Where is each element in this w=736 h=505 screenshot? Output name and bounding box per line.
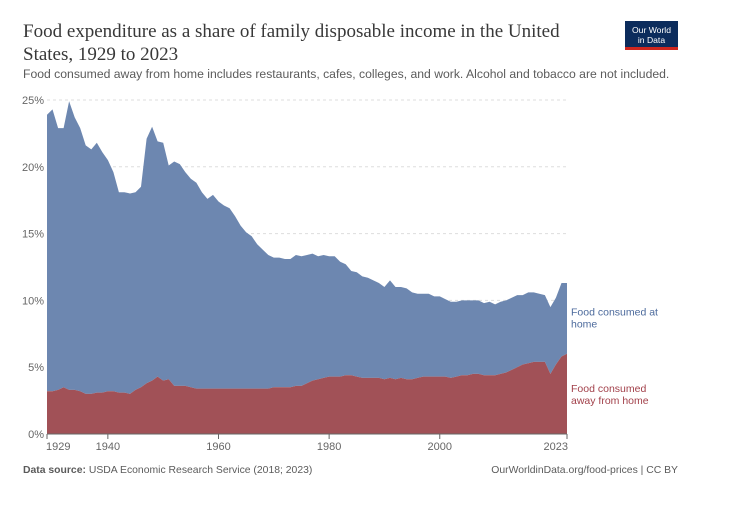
x-tick-label: 1929 <box>46 441 70 453</box>
owid-logo[interactable]: Our World in Data <box>625 21 678 50</box>
x-tick-label: 2023 <box>544 441 568 453</box>
x-tick-label: 1960 <box>206 441 230 453</box>
y-tick-label: 25% <box>22 95 44 107</box>
series-labels: Food consumed at home Food consumed away fr… <box>571 306 658 407</box>
data-source-text[interactable]: USDA Economic Research Service (2018; 20… <box>88 465 313 476</box>
y-tick-label: 15% <box>22 229 44 241</box>
series-label-food-at-home[interactable]: Food consumed at home <box>571 306 658 330</box>
series-area-food-away-from-home[interactable] <box>47 353 567 434</box>
series-label-food-away-from-home[interactable]: Food consumed away from home <box>571 383 649 407</box>
chart-title: Food expenditure as a share of family di… <box>23 21 560 65</box>
axes: 0% 5% 10% 15% 20% 25% 1929 1940 1960 1980 2000 2023 <box>22 95 568 453</box>
y-tick-label: 10% <box>22 295 44 307</box>
chart-subtitle: Food consumed away from home includes re… <box>23 67 670 81</box>
areas <box>47 101 567 434</box>
logo-line-1: Our World <box>632 25 671 35</box>
series-area-food-at-home[interactable] <box>47 101 567 394</box>
y-tick-label: 20% <box>22 162 44 174</box>
x-tick-label: 1980 <box>317 441 341 453</box>
data-source: Data source: USDA Economic Research Serv… <box>23 465 312 476</box>
x-tick-label: 1940 <box>96 441 120 453</box>
credit-link[interactable]: OurWorldinData.org/food-prices | CC BY <box>491 465 678 476</box>
logo-line-2: in Data <box>637 35 666 45</box>
data-source-label: Data source: <box>23 465 86 476</box>
x-tick-label: 2000 <box>428 441 452 453</box>
y-tick-label: 0% <box>28 429 44 441</box>
y-tick-label: 5% <box>28 362 44 374</box>
